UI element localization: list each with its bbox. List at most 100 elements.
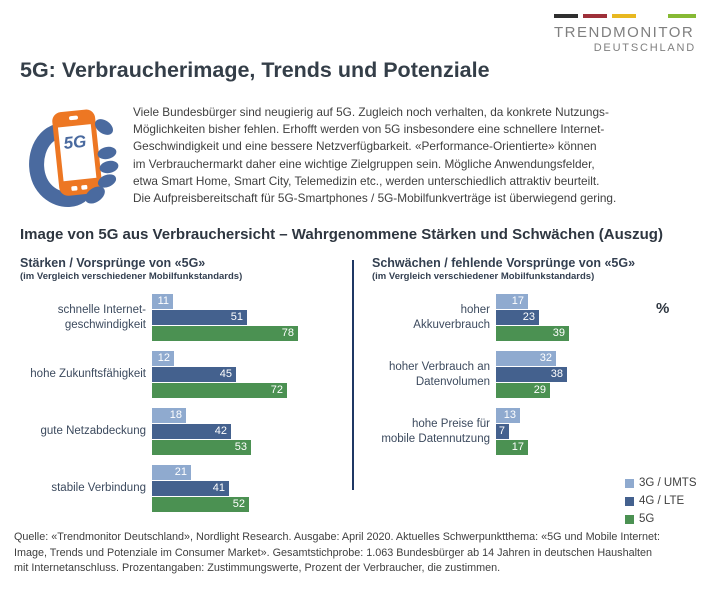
bar-5g: 17 xyxy=(496,440,528,455)
weaknesses-panel-title: Schwächen / fehlende Vorsprünge von «5G» xyxy=(372,256,636,270)
bar-value-label: 13 xyxy=(503,409,516,421)
bar-value-label: 17 xyxy=(511,441,524,453)
bar-4g-lte: 51 xyxy=(152,310,247,325)
category-label: schnelle Internet- geschwindigkeit xyxy=(57,304,146,331)
bar-4g-lte: 41 xyxy=(152,481,229,496)
bar-3g-umts: 17 xyxy=(496,294,528,309)
bar-stack: 11 51 78 xyxy=(152,294,353,341)
bar-value-label: 17 xyxy=(511,295,524,307)
strengths-panel-subtitle: (im Vergleich verschiedener Mobilfunksta… xyxy=(20,271,243,282)
logo-dash xyxy=(612,14,636,18)
bar-value-label: 72 xyxy=(270,384,283,396)
weaknesses-bar-groups: hoher Akkuverbrauch 17 23 39 hoher Verbrauch… xyxy=(372,294,700,455)
strengths-panel: Stärken / Vorsprünge von «5G» (im Vergle… xyxy=(20,256,353,522)
bar-3g-umts: 12 xyxy=(152,351,174,366)
bar-value-label: 38 xyxy=(550,368,563,380)
weaknesses-panel: Schwächen / fehlende Vorsprünge von «5G»… xyxy=(372,256,700,525)
legend-item: 3G / UMTS xyxy=(625,474,697,492)
bar-value-label: 51 xyxy=(230,311,243,323)
bar-stack: 21 41 52 xyxy=(152,465,353,512)
bar-5g: 72 xyxy=(152,383,287,398)
logo-dashes xyxy=(554,14,696,18)
bar-4g-lte: 7 xyxy=(496,424,509,439)
finger-shape xyxy=(97,146,117,160)
logo-subtitle: DEUTSCHLAND xyxy=(593,42,696,54)
bar-group: gute Netzabdeckung 18 42 53 xyxy=(20,408,353,455)
chart-legend: 3G / UMTS 4G / LTE 5G xyxy=(625,474,697,528)
bar-3g-umts: 13 xyxy=(496,408,520,423)
bar-value-label: 45 xyxy=(219,368,232,380)
bar-value-label: 29 xyxy=(533,384,546,396)
bar-value-label: 12 xyxy=(157,352,170,364)
section-heading: Image von 5G aus Verbrauchersicht – Wahr… xyxy=(20,226,663,243)
bar-5g: 52 xyxy=(152,497,249,512)
legend-label: 4G / LTE xyxy=(639,495,685,507)
bar-value-label: 23 xyxy=(522,311,535,323)
bar-stack: 17 23 39 xyxy=(496,294,700,341)
bar-4g-lte: 23 xyxy=(496,310,539,325)
bar-5g: 39 xyxy=(496,326,569,341)
bar-value-label: 18 xyxy=(169,409,182,421)
bar-value-label: 32 xyxy=(539,352,552,364)
hand-holding-5g-phone-icon: 5G xyxy=(29,109,119,207)
category-label: hohe Preise für mobile Datennutzung xyxy=(381,418,490,445)
icon-5g-label: 5G xyxy=(63,132,88,153)
finger-shape xyxy=(85,186,105,204)
legend-item: 4G / LTE xyxy=(625,492,697,510)
thumb-shape xyxy=(94,119,114,135)
category-label: hohe Zukunftsfähigkeit xyxy=(30,368,146,381)
bar-5g: 29 xyxy=(496,383,550,398)
legend-swatch xyxy=(625,514,634,524)
page-title: 5G: Verbraucherimage, Trends und Potenzi… xyxy=(20,58,490,82)
bar-4g-lte: 38 xyxy=(496,367,567,382)
bar-value-label: 39 xyxy=(552,327,565,339)
legend-label: 3G / UMTS xyxy=(639,477,697,489)
strengths-bar-groups: schnelle Internet- geschwindigkeit 11 51 78… xyxy=(20,294,353,512)
bar-value-label: 11 xyxy=(157,295,169,307)
phone-shape: 5G xyxy=(52,109,103,196)
panel-divider-line xyxy=(352,260,354,490)
bar-value-label: 42 xyxy=(214,425,227,437)
bar-3g-umts: 11 xyxy=(152,294,173,309)
legend-swatch xyxy=(625,478,634,488)
logo-wordmark: TRENDMONITOR xyxy=(554,24,695,41)
logo-dash xyxy=(554,14,578,18)
source-footnote: Quelle: «Trendmonitor Deutschland», Nord… xyxy=(14,531,660,575)
bar-value-label: 7 xyxy=(498,425,505,437)
percent-unit-label: % xyxy=(656,300,670,317)
bar-group: hoher Verbrauch an Datenvolumen 32 38 29 xyxy=(372,351,700,398)
bar-5g: 53 xyxy=(152,440,251,455)
category-label: hoher Verbrauch an Datenvolumen xyxy=(388,361,490,388)
logo-dash xyxy=(583,14,607,18)
bar-value-label: 41 xyxy=(212,482,225,494)
legend-label: 5G xyxy=(639,513,655,525)
category-label: hoher Akkuverbrauch xyxy=(413,304,490,331)
bar-group: stabile Verbindung 21 41 52 xyxy=(20,465,353,512)
bar-value-label: 53 xyxy=(234,441,247,453)
bar-value-label: 52 xyxy=(232,498,245,510)
category-label: stabile Verbindung xyxy=(51,482,146,495)
charts-area: Stärken / Vorsprünge von «5G» (im Vergle… xyxy=(0,256,710,526)
bar-3g-umts: 32 xyxy=(496,351,556,366)
legend-swatch xyxy=(625,496,634,506)
bar-4g-lte: 45 xyxy=(152,367,236,382)
intro-paragraph: Viele Bundesbürger sind neugierig auf 5G… xyxy=(133,105,617,206)
logo-dash xyxy=(668,14,696,18)
bar-value-label: 78 xyxy=(281,327,294,339)
finger-shape xyxy=(97,174,117,188)
weaknesses-panel-subtitle: (im Vergleich verschiedener Mobilfunksta… xyxy=(372,271,595,282)
trendmonitor-logo: TRENDMONITOR DEUTSCHLAND xyxy=(554,14,696,54)
bar-4g-lte: 42 xyxy=(152,424,231,439)
bar-stack: 32 38 29 xyxy=(496,351,700,398)
bar-3g-umts: 21 xyxy=(152,465,191,480)
strengths-panel-title: Stärken / Vorsprünge von «5G» xyxy=(20,256,206,270)
bar-value-label: 21 xyxy=(174,466,187,478)
bar-stack: 18 42 53 xyxy=(152,408,353,455)
bar-stack: 12 45 72 xyxy=(152,351,353,398)
hand-palm-shape xyxy=(29,123,88,207)
legend-item: 5G xyxy=(625,510,697,528)
bar-group: hohe Zukunftsfähigkeit 12 45 72 xyxy=(20,351,353,398)
finger-shape xyxy=(99,160,119,174)
bar-stack: 13 7 17 xyxy=(496,408,700,455)
